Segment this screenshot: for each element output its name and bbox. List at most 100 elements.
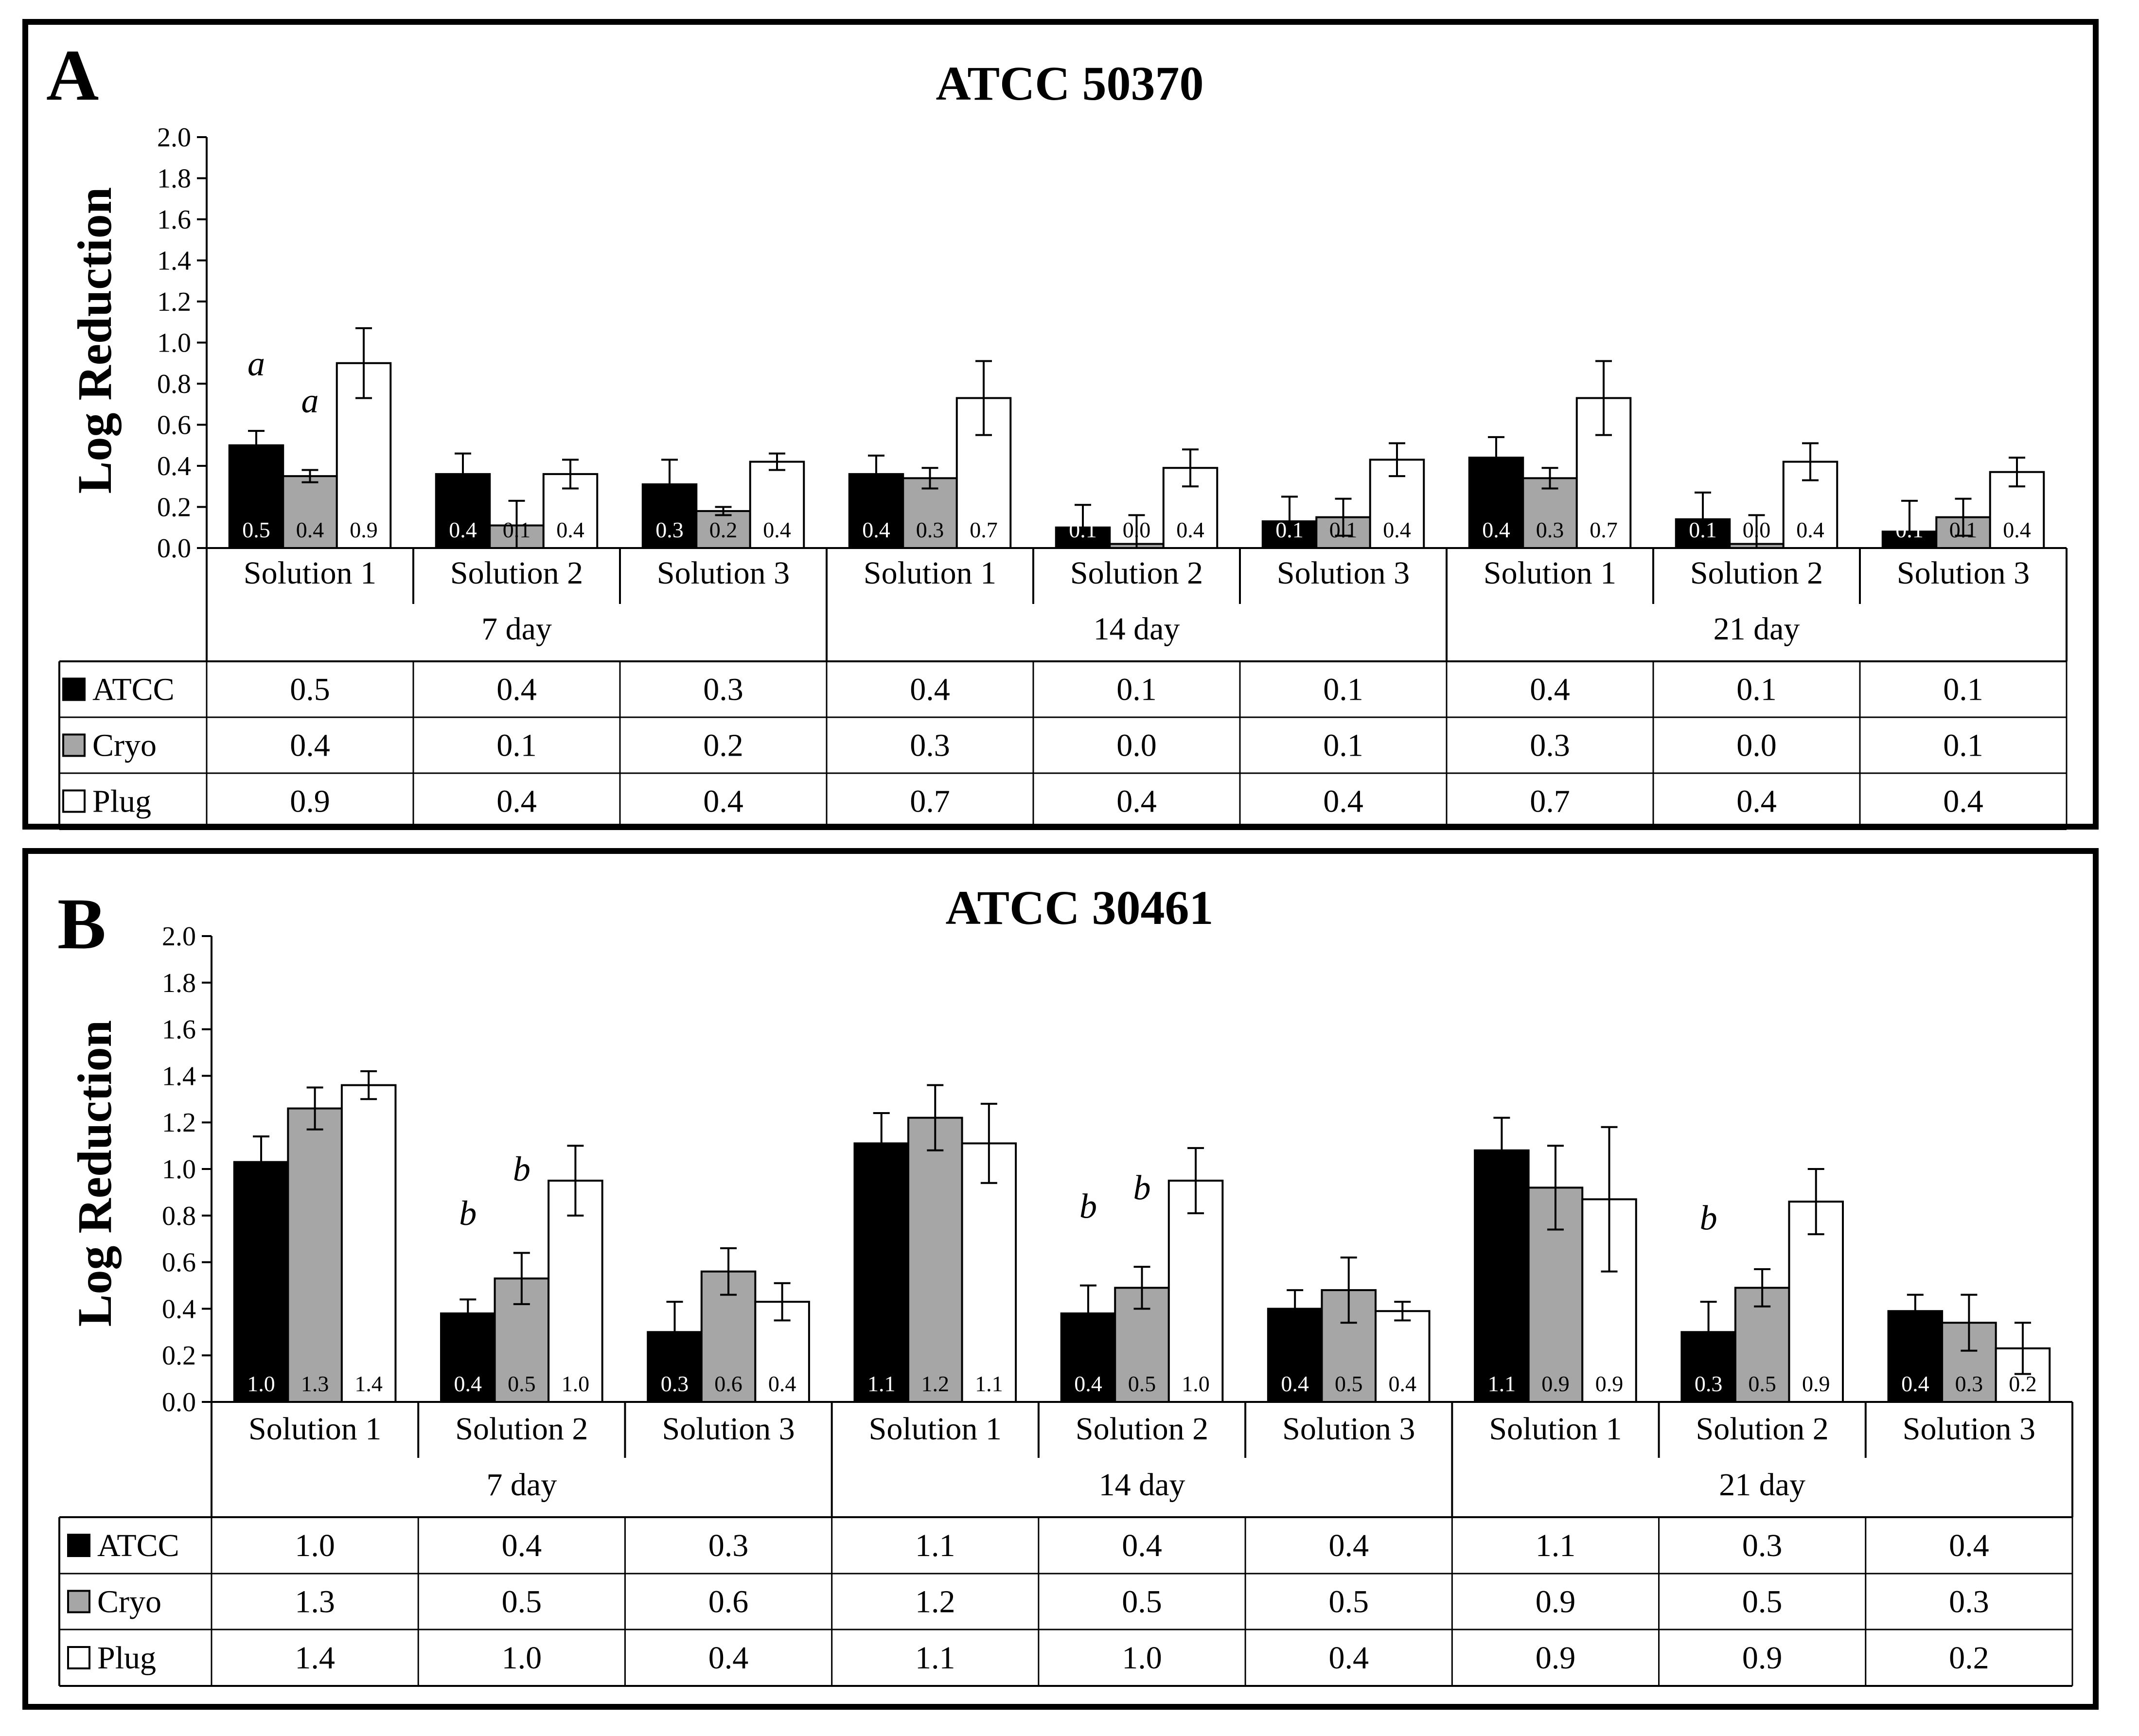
panel-a-table-cell: 0.7 [1530, 784, 1570, 819]
panel-a-bar-label-atcc: 0.4 [1482, 517, 1510, 542]
panel-a-significance-letter: a [247, 344, 265, 383]
panel-b-table-cell: 0.3 [1742, 1528, 1783, 1563]
panel-b-y-axis-label: Log Reduction [68, 1020, 122, 1327]
panel-a-table-cell: 0.0 [1116, 728, 1157, 763]
panel-a-bar-label-cryo: 0.4 [296, 517, 324, 542]
panel-b-bar-label-atcc: 0.4 [454, 1371, 482, 1396]
panel-b-table-cell: 0.5 [1328, 1584, 1369, 1620]
panel-a-y-tick-label: 1.8 [157, 164, 191, 194]
panel-a-y-tick-label: 2.0 [157, 123, 191, 153]
panel-a-bar-label-cryo: 0.0 [1123, 517, 1151, 542]
panel-a-bar-label-plug: 0.4 [1796, 517, 1824, 542]
panel-b-bar-plug [340, 1084, 397, 1403]
panel-a-table-cell: 0.1 [1943, 672, 1983, 708]
panel-a-bar-label-plug: 0.4 [1176, 517, 1204, 542]
panel-b-bar-cryo [907, 1116, 963, 1403]
panel-a-bar-label-plug: 0.7 [1590, 517, 1618, 542]
panel-b-table-cell: 0.3 [708, 1528, 749, 1563]
panel-b-bar-atcc [853, 1142, 909, 1403]
panel-b-table-cell: 0.3 [1949, 1584, 1989, 1620]
panel-a-category-label: Solution 1 [1484, 555, 1616, 591]
panel-a-legend-label-plug: Plug [92, 784, 151, 819]
panel-b-table-cell: 0.9 [1742, 1640, 1783, 1676]
panel-a-bar-label-atcc: 0.3 [655, 517, 684, 542]
panel-a-bar-label-atcc: 0.1 [1689, 517, 1717, 542]
panel-b-bar-label-atcc: 0.4 [1074, 1371, 1102, 1396]
panel-b-table-cell: 1.0 [1122, 1640, 1162, 1676]
panel-b-frame [22, 848, 2099, 1710]
panel-b-bar-label-plug: 0.4 [768, 1371, 796, 1396]
panel-b-legend-swatch-cryo [67, 1590, 90, 1613]
panel-a-y-tick-label: 0.2 [157, 493, 191, 523]
panel-a-table-cell: 0.4 [496, 784, 537, 819]
panel-b-table-cell: 0.6 [708, 1584, 749, 1620]
panel-a-bar-label-atcc: 0.1 [1275, 517, 1304, 542]
panel-b-significance-letter: b [1700, 1199, 1717, 1238]
panel-a-bar-plug [1575, 397, 1632, 549]
panel-a-legend-label-cryo: Cryo [92, 728, 157, 763]
panel-b-y-tick-label: 1.6 [162, 1015, 196, 1045]
panel-b-category-label: Solution 3 [662, 1411, 795, 1447]
panel-a-bar-label-cryo: 0.0 [1743, 517, 1771, 542]
panel-a-bar-label-atcc: 0.4 [862, 517, 890, 542]
panel-a-category-label: Solution 3 [1277, 555, 1410, 591]
panel-b-bar-label-cryo: 0.5 [1335, 1371, 1363, 1396]
panel-a-category-label: Solution 3 [657, 555, 790, 591]
panel-b-category-label: Solution 2 [1696, 1411, 1829, 1447]
panel-b-legend-swatch-plug [67, 1646, 90, 1669]
panel-b-bar-label-cryo: 0.5 [508, 1371, 536, 1396]
panel-a-table-cell: 0.1 [1736, 672, 1777, 708]
panel-b-table-cell: 1.2 [915, 1584, 955, 1620]
panel-a-bar-label-plug: 0.4 [2003, 517, 2031, 542]
panel-b-table-cell: 1.4 [295, 1640, 335, 1676]
panel-a-table-cell: 0.1 [496, 728, 537, 763]
panel-a-y-tick-label: 0.4 [157, 451, 191, 481]
panel-a-table-cell: 0.4 [496, 672, 537, 708]
panel-b-category-label: Solution 2 [1076, 1411, 1208, 1447]
panel-a-category-label: Solution 2 [1070, 555, 1203, 591]
panel-b-legend-label-cryo: Cryo [97, 1584, 161, 1620]
panel-a-significance-letter: a [301, 381, 319, 420]
panel-a-category-label: Solution 1 [864, 555, 996, 591]
panel-a-table-cell: 0.1 [1116, 672, 1157, 708]
panel-a-y-tick-label: 1.6 [157, 205, 191, 235]
panel-b-bar-atcc [233, 1161, 289, 1403]
panel-a-bar-label-cryo: 0.1 [1949, 517, 1978, 542]
panel-b-table-cell: 0.4 [1328, 1640, 1369, 1676]
panel-a-bar-label-atcc: 0.5 [242, 517, 270, 542]
panel-a-bar-cryo [1522, 477, 1578, 549]
panel-b-group-label: 7 day [486, 1467, 557, 1503]
panel-a-bar-label-plug: 0.4 [763, 517, 791, 542]
panel-b-legend-label-atcc: ATCC [97, 1528, 179, 1563]
panel-a-y-tick-label: 1.4 [157, 246, 191, 276]
panel-b-bar-label-plug: 0.9 [1595, 1371, 1624, 1396]
panel-b-table-cell: 1.3 [295, 1584, 335, 1620]
panel-b-bar-label-cryo: 1.2 [921, 1371, 950, 1396]
panel-a-y-tick-label: 0.8 [157, 369, 191, 399]
panel-b-letter: B [57, 884, 106, 964]
panel-b-group-label: 21 day [1719, 1467, 1805, 1503]
panel-b-bar-label-atcc: 0.4 [1281, 1371, 1309, 1396]
panel-a-bar-label-plug: 0.4 [556, 517, 584, 542]
panel-b-y-tick-label: 0.6 [162, 1248, 196, 1278]
panel-a-table-cell: 0.9 [290, 784, 330, 819]
panel-b-table-cell: 1.1 [915, 1640, 955, 1676]
panel-b-category-label: Solution 2 [455, 1411, 588, 1447]
panel-b-bar-plug [961, 1142, 1017, 1403]
panel-a-table-cell: 0.1 [1323, 672, 1363, 708]
panel-a-table-cell: 0.3 [703, 672, 743, 708]
panel-b-bar-label-cryo: 0.3 [1955, 1371, 1983, 1396]
panel-a-legend-swatch-plug [62, 789, 86, 813]
panel-b-significance-letter: b [1133, 1168, 1151, 1207]
panel-b-bar-atcc [1474, 1149, 1530, 1403]
panel-a-category-label: Solution 2 [450, 555, 583, 591]
panel-a-bar-label-cryo: 0.3 [1536, 517, 1564, 542]
panel-b-bar-label-plug: 0.9 [1802, 1371, 1830, 1396]
panel-b-significance-letter: b [513, 1150, 530, 1188]
panel-b-bar-label-cryo: 0.5 [1128, 1371, 1156, 1396]
panel-a-group-label: 21 day [1714, 611, 1800, 647]
panel-b-y-tick-label: 0.8 [162, 1201, 196, 1231]
panel-b-y-tick-label: 0.4 [162, 1294, 196, 1324]
panel-b-y-tick-label: 2.0 [162, 921, 196, 952]
